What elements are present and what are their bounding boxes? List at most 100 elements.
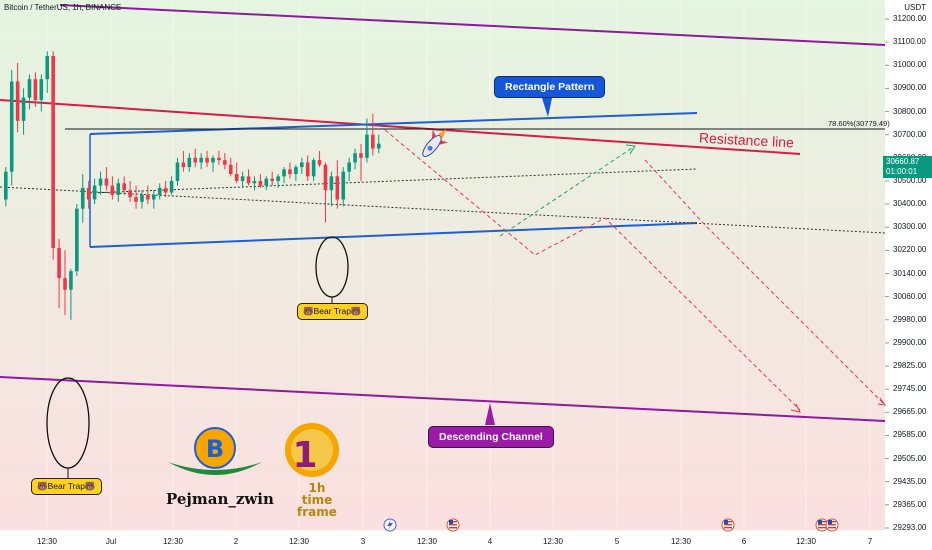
candle-up [353,153,357,163]
candle-up [211,157,215,163]
candle-down [110,185,115,195]
candle-up [376,143,381,149]
arrow-head-red-2 [877,397,887,406]
candle-up [75,208,79,272]
flag-stripe [724,524,732,526]
chart-background [0,0,885,530]
candle-down [104,178,109,186]
current-price: 30660.87 [886,157,920,166]
svg-text:1: 1 [292,435,317,476]
price-tick-label: 30800.00 [893,106,927,116]
candle-down [86,187,91,200]
time-tick-label: 12:30 [795,537,817,546]
bear-face-icon: 🐻 [84,481,96,491]
candle-up [187,157,192,168]
candle-up [92,185,97,200]
rocket-icon [422,129,449,157]
flag-stripe [818,524,826,526]
price-tick-label: 29585.00 [893,430,927,440]
candle-down [33,79,38,100]
flag-canton [724,520,728,524]
bear-face-icon: 🐻 [350,306,362,316]
flag-stripe [449,524,457,526]
chart-header: Bitcoin / TetherUS, 1h, BINANCE [4,3,122,12]
callout-rectangle-pattern: Rectangle Pattern [494,76,606,98]
price-tick-label: 30060.00 [893,291,927,301]
bear-trap-label-1: 🐻Bear Trap🐻 [31,478,102,495]
candle-down [359,153,363,158]
callout-pointer-channel [485,403,495,425]
price-tick-label: 31100.00 [893,37,926,47]
candle-up [252,180,257,184]
time-tick-label: 2 [233,537,239,546]
candle-up [240,176,245,181]
candle-up [157,187,162,195]
event-flags [446,518,839,532]
candle-up [300,162,304,168]
candle-down [122,183,126,191]
one-hour-badge-icon: 1 [285,423,339,477]
price-tick-label: 30900.00 [893,83,927,93]
time-tick-label: 12:30 [288,537,310,546]
callout-descending-channel: Descending Channel [428,426,554,448]
timeframe-label: 1h time frame [297,481,337,519]
candle-down [51,56,55,249]
candle-up [98,178,103,186]
candles [4,51,381,320]
candle-up [140,194,144,202]
candle-up [27,79,32,98]
time-tick-label: Jul [105,537,117,546]
bear-face-icon: 🐻 [37,481,48,491]
candle-up [199,157,203,163]
candle-up [282,169,286,177]
projection-path-red-2 [644,159,886,406]
flag-stripe [724,527,732,529]
price-tick-label: 30140.00 [893,268,927,278]
price-tick-label: 29365.00 [893,499,927,509]
projection-path-red-1 [384,129,801,411]
candle-up [45,56,50,80]
candle-up [276,176,280,181]
arrow-head-red-1 [790,403,801,413]
candle-down [57,248,61,279]
candle-up [329,176,334,191]
candle-up [175,162,180,181]
candle-down [246,176,251,184]
price-tick-label: 31000.00 [893,60,927,70]
time-axis-panel [0,530,885,550]
candle-down [305,162,310,177]
flag-canton [449,520,453,524]
flag-stripe [828,527,836,529]
candle-up [347,162,351,172]
price-tick-label: 29665.00 [893,407,927,417]
time-tick-label: 4 [487,537,493,546]
time-tick-label: 12:30 [36,537,58,546]
candle-up [21,97,26,121]
candle-up [169,180,174,193]
channel-lower-line [0,376,886,422]
candle-down [270,178,274,181]
bitcoin-logo-icon: B [168,427,262,475]
candle-down [335,176,340,200]
candle-up [80,187,85,209]
candle-down [193,157,198,163]
time-tick-label: 6 [741,537,747,546]
candle-down [63,278,67,290]
svg-text:B: B [206,435,224,463]
price-tick-label: 30400.00 [893,199,927,209]
candle-up [341,171,346,200]
candle-up [9,81,14,172]
price-tick-label: 31200.00 [893,14,927,23]
fib-level-label: 78.60%(30779.49) [828,119,890,128]
candle-down [146,194,150,200]
time-tick-label: 3 [360,537,366,546]
candle-up [116,183,121,195]
price-tick-label: 30500.00 [893,175,927,185]
callout-pointer-rectangle [542,98,552,117]
rectangle-top-line [89,112,698,135]
candle-up [311,160,316,177]
resistance-line [0,99,801,155]
flag-stripe [828,524,836,526]
time-tick-label: 12:30 [670,537,692,546]
candle-up [264,178,269,186]
